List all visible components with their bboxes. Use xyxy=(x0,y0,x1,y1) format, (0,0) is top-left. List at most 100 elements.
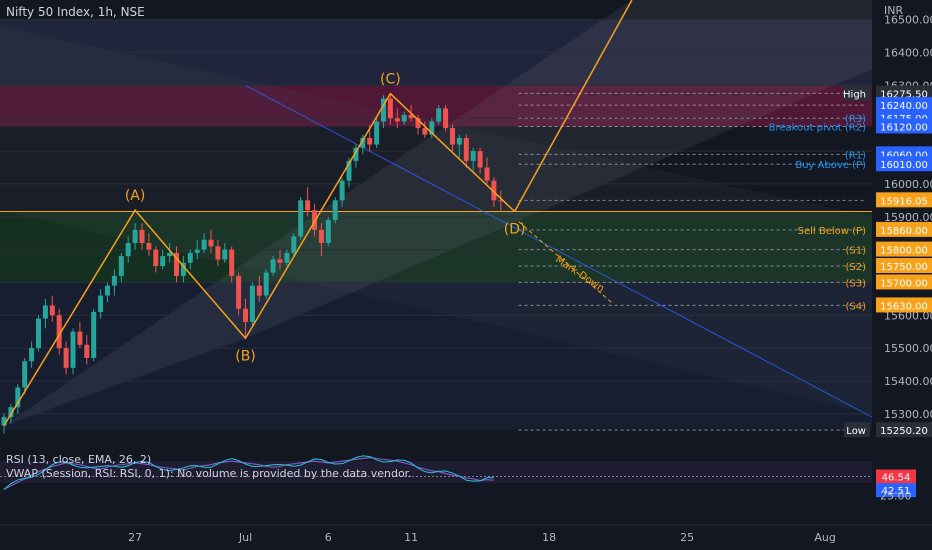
candle-body xyxy=(298,200,304,237)
candle-body xyxy=(111,275,117,286)
price-tick-label: 16500.00 xyxy=(884,14,932,27)
candle-body xyxy=(367,137,373,145)
candle-body xyxy=(125,243,131,257)
projection-line xyxy=(513,0,633,212)
red-resistance-zone xyxy=(0,85,872,127)
price-badge xyxy=(876,118,932,134)
price-tick-label: 16400.00 xyxy=(884,47,932,60)
candle-body xyxy=(456,137,462,145)
price-tick-label: 15400.00 xyxy=(884,375,932,388)
candle-body xyxy=(15,387,21,408)
level-label: (S3) xyxy=(845,278,866,289)
level-label: Breakout pivot (R2) xyxy=(769,122,866,133)
candle-body xyxy=(270,259,276,273)
candle-body xyxy=(381,98,386,122)
price-badge xyxy=(876,274,932,290)
rsi-badge-label: 42.51 xyxy=(882,486,911,497)
candle-body xyxy=(429,121,435,135)
price-tick-label: 15600.00 xyxy=(884,309,932,322)
time-tick-label: 6 xyxy=(325,531,332,544)
level-label: (S1) xyxy=(845,246,866,257)
candle-body xyxy=(360,137,366,148)
wave-label: (D) xyxy=(504,221,526,237)
candle-body xyxy=(194,249,200,253)
candle-body xyxy=(56,315,62,349)
level-label: High xyxy=(843,89,866,100)
candle-body xyxy=(339,180,345,201)
currency-label: INR xyxy=(884,4,903,17)
candle-body xyxy=(98,295,104,312)
candle-body xyxy=(1,417,7,426)
price-badge-label: 15800.00 xyxy=(880,246,928,257)
candle-body xyxy=(387,98,393,119)
price-tick-label: 16000.00 xyxy=(884,178,932,191)
level-label: (R1) xyxy=(845,150,866,161)
green-support-zone xyxy=(0,211,872,283)
price-badge xyxy=(876,85,932,101)
price-badge xyxy=(876,422,932,438)
candle-body xyxy=(174,252,179,276)
candle-body xyxy=(29,348,35,362)
level-label-bg xyxy=(844,422,870,438)
price-badge-label: 16240.00 xyxy=(880,101,928,112)
time-tick-label: Jul xyxy=(238,531,252,544)
price-badge xyxy=(876,241,932,257)
time-tick-label: 27 xyxy=(128,531,142,544)
candle-body xyxy=(277,259,283,263)
candle-body xyxy=(436,108,442,122)
candle-body xyxy=(167,252,173,257)
time-tick-label: 18 xyxy=(542,531,556,544)
wave-label: (B) xyxy=(235,348,256,364)
time-tick-label: 25 xyxy=(680,531,694,544)
price-badge xyxy=(876,97,932,113)
candle-body xyxy=(146,243,152,250)
price-badge-label: 16010.00 xyxy=(880,160,928,171)
price-badge xyxy=(876,156,932,172)
trend-channel xyxy=(4,0,872,426)
lower-zone xyxy=(0,282,872,431)
candle-body xyxy=(470,151,476,161)
rsi-line xyxy=(3,456,494,490)
level-label: (S2) xyxy=(845,262,866,273)
vwap-label: VWAP (Session, RSI: RSI, 0, 1): No volum… xyxy=(6,467,412,480)
candle-body xyxy=(305,200,311,211)
level-label: Sell Below (P) xyxy=(798,226,866,237)
candle-body xyxy=(443,108,449,129)
candle-body xyxy=(318,229,324,244)
price-tick-label: 15900.00 xyxy=(884,211,932,224)
level-label: (R3) xyxy=(845,114,866,125)
candle-body xyxy=(394,118,400,122)
price-tick-label: 15300.00 xyxy=(884,408,932,421)
price-badge-label: 16060.00 xyxy=(880,150,928,161)
downtrend-line xyxy=(245,84,873,418)
rsi-pane xyxy=(0,447,872,500)
candle-body xyxy=(256,285,262,296)
candle-body xyxy=(49,305,55,316)
candle-body xyxy=(415,118,421,129)
time-tick-label: 11 xyxy=(404,531,418,544)
rsi-badge xyxy=(876,469,916,484)
price-badge xyxy=(876,221,932,237)
descending-channel xyxy=(0,26,872,414)
candle-body xyxy=(408,114,414,119)
candle-body xyxy=(484,167,490,181)
price-badge xyxy=(876,258,932,274)
price-badge-label: 15860.00 xyxy=(880,226,928,237)
candle-body xyxy=(63,348,69,368)
level-label: Buy Above (P) xyxy=(795,160,866,171)
candle-body xyxy=(22,361,28,388)
candle-body xyxy=(291,236,297,253)
level-label: Low xyxy=(846,426,866,437)
candle-body xyxy=(91,311,97,358)
candle-body xyxy=(450,128,455,145)
price-badge-label: 16120.00 xyxy=(880,122,928,133)
candle-body xyxy=(332,200,338,221)
candle-body xyxy=(463,137,469,161)
candle-body xyxy=(8,407,14,418)
candle-body xyxy=(222,249,228,260)
candle-body xyxy=(118,256,124,276)
candle-body xyxy=(153,249,159,267)
level-label-bg xyxy=(844,85,870,101)
rsi-signal-line xyxy=(3,455,494,490)
